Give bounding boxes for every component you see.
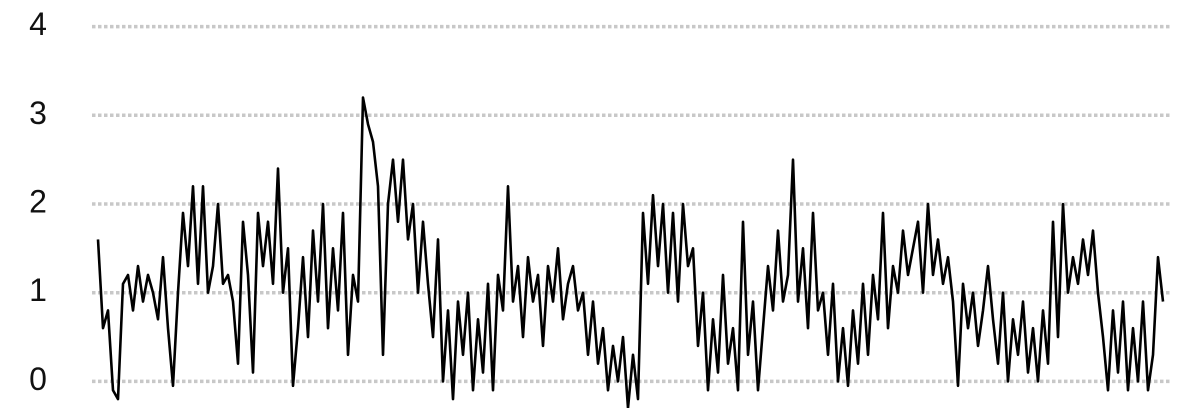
y-tick-label: 1 <box>29 272 47 308</box>
y-tick-label: 3 <box>29 95 47 131</box>
y-tick-label: 4 <box>29 6 47 42</box>
y-tick-label: 2 <box>29 183 47 219</box>
line-series <box>96 96 1165 408</box>
y-tick-label: 0 <box>29 361 47 397</box>
